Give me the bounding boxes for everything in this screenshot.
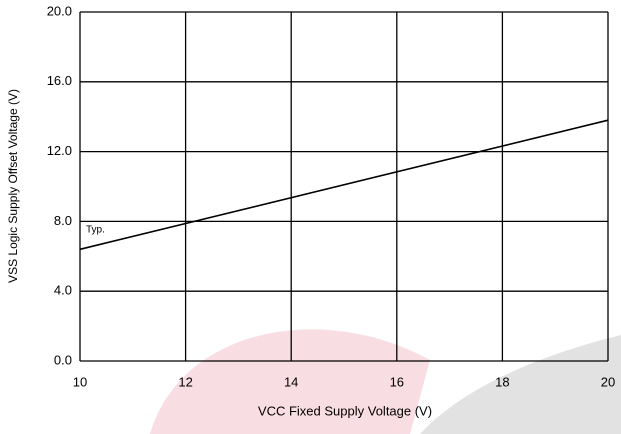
x-tick-label: 14	[284, 374, 298, 389]
y-tick-label: 0.0	[54, 352, 72, 367]
y-tick-label: 8.0	[54, 213, 72, 228]
y-tick-label: 12.0	[47, 143, 72, 158]
x-tick-label: 16	[390, 374, 404, 389]
x-tick-label: 20	[601, 374, 615, 389]
y-tick-label: 4.0	[54, 283, 72, 298]
y-tick-label: 16.0	[47, 73, 72, 88]
y-tick-label: 20.0	[47, 3, 72, 18]
annotation: Typ.	[86, 225, 105, 236]
x-axis-label: VCC Fixed Supply Voltage (V)	[258, 403, 432, 418]
x-tick-label: 12	[178, 374, 192, 389]
series-line	[79, 119, 609, 251]
x-tick-label: 10	[73, 374, 87, 389]
watermark	[420, 335, 621, 434]
y-axis-label: VSS Logic Supply Offset Voltage (V)	[6, 89, 20, 283]
watermark	[150, 329, 430, 434]
x-tick-label: 18	[495, 374, 509, 389]
